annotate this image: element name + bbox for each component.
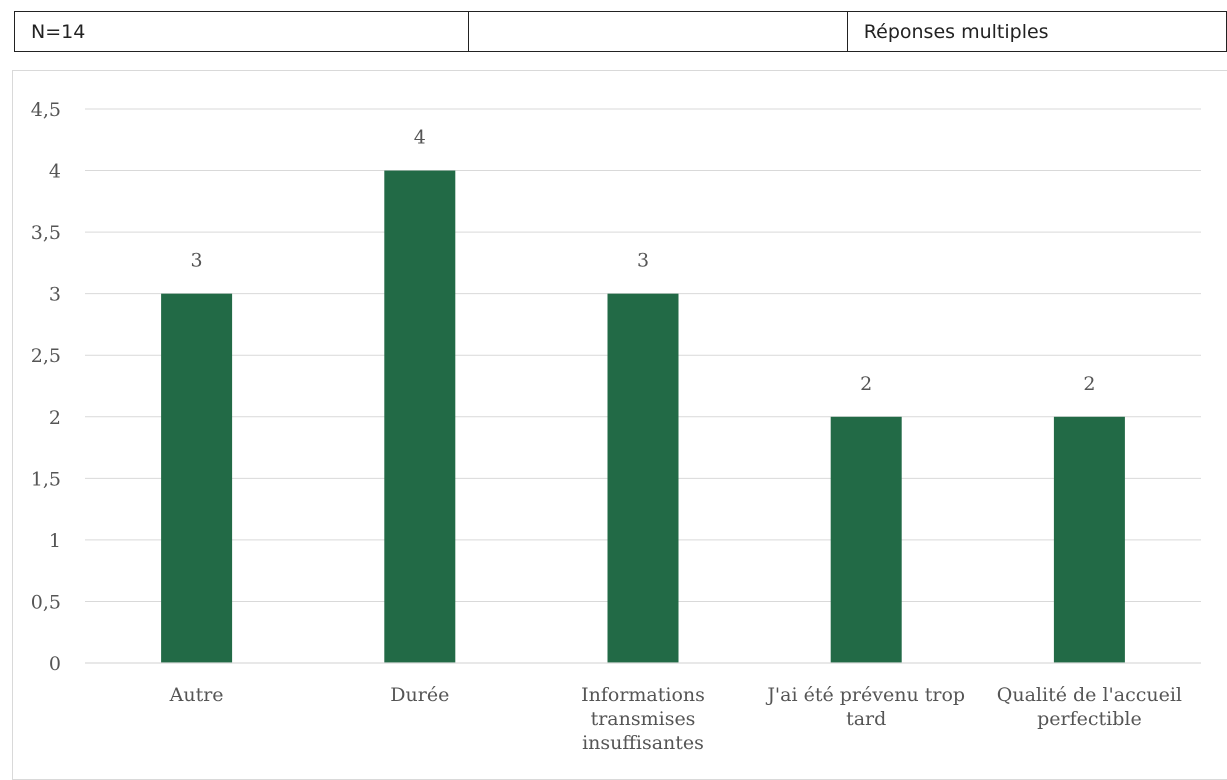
y-tick-label: 4 [49,161,61,183]
y-tick-label: 1 [49,530,61,552]
data-label: 2 [1083,373,1095,395]
y-tick-label: 2,5 [31,345,61,367]
header-table: N=14 Réponses multiples [14,11,1227,52]
bar [1053,416,1125,663]
y-tick-label: 3 [49,284,61,306]
y-tick-label: 4,5 [31,99,61,121]
header-cell-empty [467,11,848,52]
bar [607,293,679,663]
y-tick-label: 0,5 [31,591,61,613]
y-tick-label: 3,5 [31,222,61,244]
y-tick-label: 2 [49,407,61,429]
header-cell-count: N=14 [14,11,469,52]
data-label: 4 [414,127,426,149]
y-tick-label: 1,5 [31,468,61,490]
y-tick-label: 0 [49,653,61,675]
category-label: J'ai été prévenu trop tard [765,684,965,730]
bar [384,170,456,664]
chart-frame: 0 0,5 1 1,5 2 2,5 3 3,5 4 4,5 3 Autre 4 Durée 3 Informa… [12,70,1227,780]
bar [161,293,233,663]
category-label: Autre [169,684,224,706]
bar-chart: 0 0,5 1 1,5 2 2,5 3 3,5 4 4,5 3 Autre 4 Durée 3 Informa… [31,99,1201,754]
bar [830,416,902,663]
category-label: Durée [390,684,449,706]
category-label: Informations transmises insuffisantes [581,684,705,754]
data-label: 3 [191,250,203,272]
data-label: 3 [637,250,649,272]
data-label: 2 [860,373,872,395]
category-label: Qualité de l'accueil perfectible [997,684,1182,730]
header-cell-note: Réponses multiples [846,11,1227,52]
